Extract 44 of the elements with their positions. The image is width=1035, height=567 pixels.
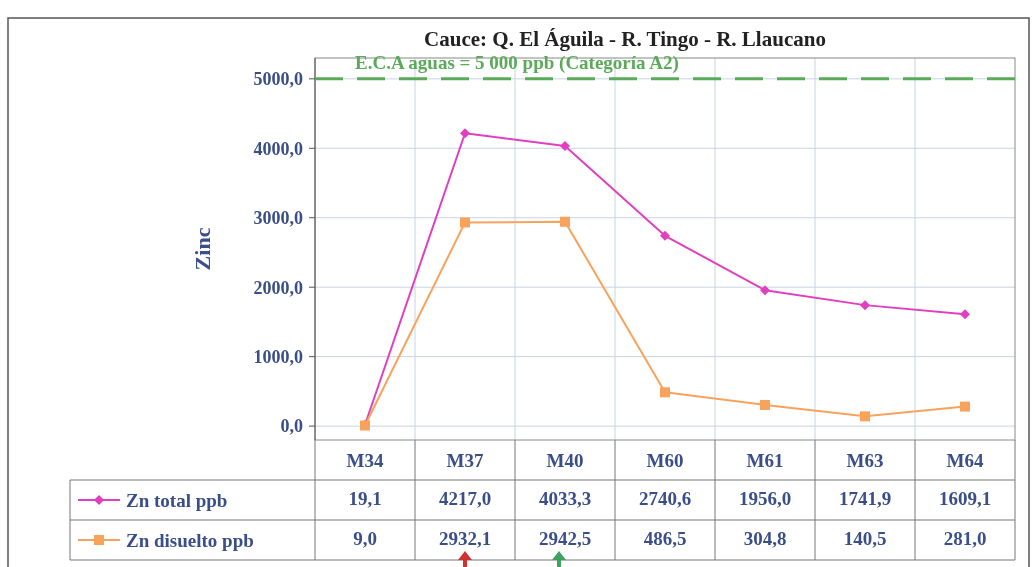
point bbox=[760, 399, 770, 410]
x-tick-label: M64 bbox=[946, 449, 984, 471]
legend-label: Zn disuelto ppb bbox=[126, 529, 254, 551]
x-tick-label: M34 bbox=[346, 449, 384, 471]
point bbox=[460, 217, 470, 228]
x-tick-label: M63 bbox=[846, 449, 884, 471]
data-label: 2740,6 bbox=[638, 487, 692, 509]
x-tick-label: M37 bbox=[446, 449, 484, 471]
data-label: 9,0 bbox=[353, 527, 377, 549]
y-tick-label: 1000,0 bbox=[253, 346, 303, 367]
point bbox=[660, 230, 670, 241]
data-label: 1956,0 bbox=[738, 487, 792, 509]
point bbox=[460, 128, 470, 139]
point bbox=[860, 300, 870, 311]
x-tick-label: M60 bbox=[646, 449, 684, 471]
point bbox=[960, 309, 970, 320]
data-label: 4217,0 bbox=[438, 487, 492, 509]
y-tick-label: 5000,0 bbox=[253, 69, 303, 90]
data-label: 1741,9 bbox=[838, 487, 892, 509]
legend-label: Zn total ppb bbox=[126, 489, 228, 511]
x-tick-label: M61 bbox=[746, 449, 784, 471]
y-tick-label: 4000,0 bbox=[253, 138, 303, 159]
point bbox=[560, 140, 570, 151]
point bbox=[760, 285, 770, 296]
y-tick-label: 0,0 bbox=[280, 416, 303, 437]
data-label: 140,5 bbox=[843, 527, 887, 549]
data-label: 1609,1 bbox=[938, 487, 992, 509]
data-label: 4033,3 bbox=[538, 487, 592, 509]
y-axis-title: Zinc bbox=[190, 227, 215, 271]
data-label: 486,5 bbox=[643, 527, 687, 549]
data-label: 19,1 bbox=[348, 487, 382, 509]
x-tick-label: M40 bbox=[546, 449, 584, 471]
point bbox=[860, 411, 870, 422]
data-label: 281,0 bbox=[943, 527, 987, 549]
point bbox=[660, 387, 670, 398]
y-tick-label: 2000,0 bbox=[253, 277, 303, 298]
data-label: 2942,5 bbox=[538, 527, 592, 549]
data-label: 304,8 bbox=[743, 527, 787, 549]
chart-title: Cauce: Q. El Águila - R. Tingo - R. Llaucano bbox=[424, 27, 826, 51]
y-tick-label: 3000,0 bbox=[253, 208, 303, 229]
point bbox=[960, 401, 970, 412]
data-label: 2932,1 bbox=[438, 527, 492, 549]
point bbox=[560, 216, 570, 227]
ref-line-label: E.C.A aguas = 5 000 ppb (Categoría A2) bbox=[355, 51, 679, 74]
